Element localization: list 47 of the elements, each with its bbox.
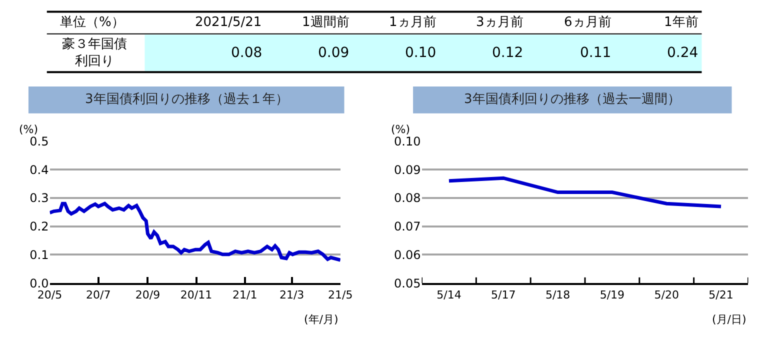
- x-axis-title: (月/日): [712, 313, 746, 326]
- chart-title: 3年国債利回りの推移（過去一週間）: [464, 92, 680, 107]
- x-tick-label: 21/5: [328, 288, 353, 302]
- data-label: 0.10: [405, 45, 436, 61]
- x-tick-label: 20/7: [86, 288, 111, 302]
- x-tick-label: 5/19: [600, 288, 625, 302]
- data-label: 0.12: [492, 45, 524, 61]
- y-tick-label: 0.4: [30, 162, 49, 177]
- x-tick-label: 5/14: [436, 288, 462, 302]
- x-tick-label: 21/1: [232, 288, 258, 302]
- category-label: 1ヵ月前: [389, 15, 436, 30]
- category-label: 1年前: [664, 15, 698, 30]
- y-tick-label: 0.09: [394, 162, 421, 177]
- x-axis-title: (年/月): [304, 313, 338, 326]
- x-tick-label: 5/20: [654, 288, 679, 302]
- x-tick-label: 5/17: [491, 288, 516, 302]
- y-tick-label: 0.06: [394, 248, 421, 262]
- text: 豪３年国債利回り: [62, 37, 127, 69]
- y-tick-label: 0.08: [394, 191, 421, 206]
- y-tick-label: 0.5: [30, 134, 49, 148]
- x-tick-label: 20/9: [135, 288, 160, 302]
- y-tick-label: 0.05: [394, 276, 421, 290]
- x-tick-label: 5/18: [545, 288, 570, 302]
- y-tick-label: 0.3: [30, 191, 49, 206]
- x-tick-label: 20/5: [37, 288, 62, 302]
- x-tick-label: 20/11: [180, 288, 212, 302]
- y-tick-label: 0.10: [394, 134, 421, 148]
- x-tick-label: 5/21: [708, 288, 734, 302]
- text: 単位（%）: [60, 15, 124, 30]
- y-axis-title: (%): [391, 123, 410, 136]
- data-label: 0.09: [318, 45, 350, 61]
- category-label: 3ヵ月前: [476, 15, 524, 30]
- y-tick-label: 0.2: [30, 220, 49, 234]
- y-axis-title: (%): [19, 123, 38, 136]
- line-series: [447, 176, 723, 208]
- data-label: 0.11: [580, 45, 612, 61]
- x-tick-label: 21/3: [279, 288, 304, 302]
- y-tick-label: 0.0: [30, 276, 49, 290]
- category-label: 6ヵ月前: [564, 15, 612, 30]
- data-label: 0.24: [667, 45, 698, 61]
- line-series: [50, 202, 340, 262]
- y-tick-label: 0.1: [30, 248, 49, 262]
- chart-title: 3年国債利回りの推移（過去１年）: [85, 92, 288, 107]
- category-label: 1週間前: [302, 15, 350, 30]
- data-label: 0.08: [231, 45, 262, 61]
- category-label: 2021/5/21: [195, 15, 262, 30]
- y-tick-label: 0.07: [394, 220, 421, 234]
